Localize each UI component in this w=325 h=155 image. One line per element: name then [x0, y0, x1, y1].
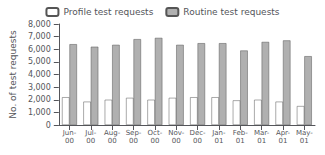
svg-text:00: 00	[150, 137, 159, 145]
svg-text:00: 00	[193, 137, 202, 145]
svg-text:00: 00	[172, 137, 181, 145]
svg-text:01: 01	[300, 137, 309, 145]
svg-text:8,000: 8,000	[28, 20, 51, 29]
svg-text:00: 00	[129, 137, 138, 145]
svg-text:01: 01	[236, 137, 245, 145]
svg-text:00: 00	[65, 137, 74, 145]
svg-text:2,000: 2,000	[28, 95, 51, 104]
svg-text:Feb-: Feb-	[233, 129, 248, 137]
svg-text:7,000: 7,000	[28, 32, 51, 41]
svg-text:4,000: 4,000	[28, 70, 51, 79]
svg-text:01: 01	[257, 137, 266, 145]
svg-text:No. of test requests: No. of test requests	[8, 30, 18, 119]
svg-text:Apr-: Apr-	[276, 129, 291, 137]
svg-text:0: 0	[46, 121, 51, 130]
svg-text:May-: May-	[296, 129, 313, 137]
svg-text:00: 00	[108, 137, 117, 145]
svg-text:00: 00	[86, 137, 95, 145]
svg-text:Mar-: Mar-	[254, 129, 270, 137]
svg-text:Nov-: Nov-	[168, 129, 184, 137]
svg-text:Routine test requests: Routine test requests	[183, 7, 280, 17]
svg-text:Dec-: Dec-	[190, 129, 207, 137]
svg-text:3,000: 3,000	[28, 83, 51, 92]
svg-text:Jan-: Jan-	[211, 129, 226, 137]
svg-text:01: 01	[214, 137, 223, 145]
svg-text:01: 01	[279, 137, 288, 145]
svg-text:Oct-: Oct-	[148, 129, 163, 137]
svg-text:Jun-: Jun-	[62, 129, 77, 137]
svg-text:Profile test requests: Profile test requests	[63, 7, 153, 17]
svg-text:Jul-: Jul-	[84, 129, 96, 137]
svg-text:Sep-: Sep-	[126, 129, 142, 137]
svg-text:Aug-: Aug-	[104, 129, 121, 137]
svg-text:1,000: 1,000	[28, 108, 51, 117]
svg-text:5,000: 5,000	[28, 57, 51, 66]
svg-text:6,000: 6,000	[28, 45, 51, 54]
